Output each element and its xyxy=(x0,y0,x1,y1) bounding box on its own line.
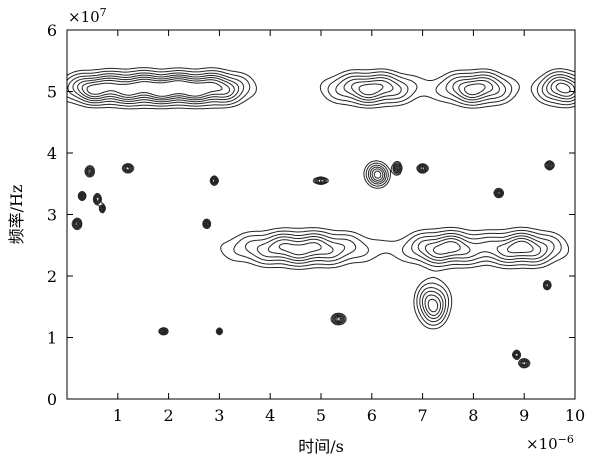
x-tick-label: 9 xyxy=(519,406,529,425)
y-multiplier-base: ×10 xyxy=(68,8,100,26)
x-tick-label: 10 xyxy=(565,406,585,425)
contour-level xyxy=(67,72,576,367)
y-axis-ticks: 0 1 2 3 4 5 6 xyxy=(47,21,575,409)
x-multiplier-base: ×10 xyxy=(526,435,558,453)
y-tick-label: 4 xyxy=(47,144,57,163)
contour-level xyxy=(76,78,571,333)
x-tick-label: 8 xyxy=(468,406,478,425)
y-multiplier-exponent: 7 xyxy=(100,6,107,19)
contour-level xyxy=(74,76,576,366)
contour-level xyxy=(72,74,576,366)
x-tick-label: 5 xyxy=(316,406,326,425)
y-axis-label: 频率/Hz xyxy=(7,185,26,245)
x-axis-multiplier: ×10−6 xyxy=(526,433,574,453)
x-axis-label: 时间/s xyxy=(298,437,344,456)
y-axis-multiplier: ×107 xyxy=(68,6,107,26)
contour-level xyxy=(66,69,576,368)
x-tick-label: 6 xyxy=(367,406,377,425)
x-multiplier-exponent: −6 xyxy=(558,433,574,446)
y-tick-label: 6 xyxy=(47,21,57,40)
x-tick-label: 2 xyxy=(164,406,174,425)
x-tick-label: 1 xyxy=(113,406,123,425)
contour-lines xyxy=(66,67,576,369)
x-tick-label: 4 xyxy=(265,406,275,425)
y-tick-label: 3 xyxy=(47,206,57,225)
contour-level xyxy=(66,67,576,369)
contour-level xyxy=(86,80,223,97)
x-axis-ticks: 1 2 3 4 5 6 7 8 9 10 xyxy=(113,30,585,425)
x-tick-label: 3 xyxy=(214,406,224,425)
y-tick-label: 2 xyxy=(47,267,57,286)
y-tick-label: 0 xyxy=(47,390,57,409)
y-tick-label: 1 xyxy=(47,329,57,348)
y-tick-label: 5 xyxy=(47,83,57,102)
x-tick-label: 7 xyxy=(418,406,428,425)
